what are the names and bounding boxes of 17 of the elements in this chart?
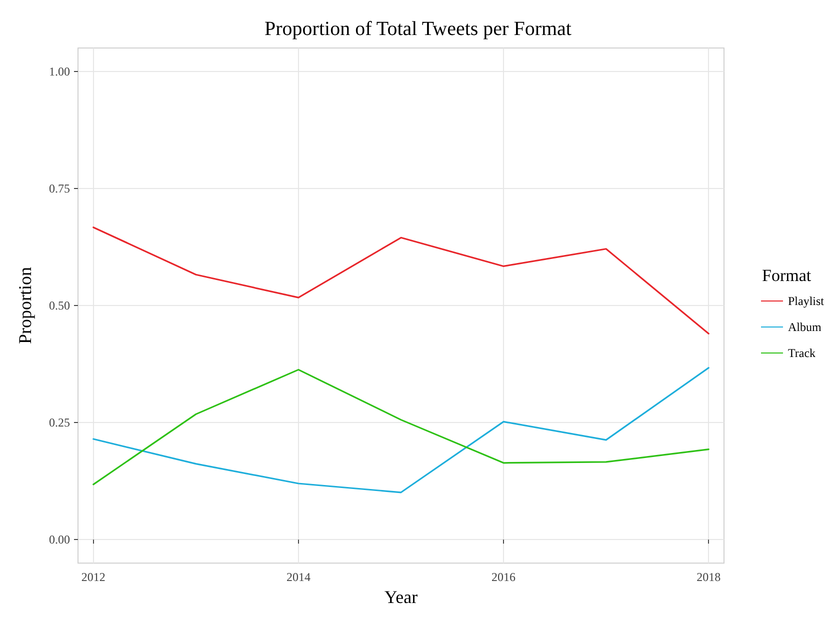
x-tick-label: 2012 xyxy=(81,570,106,584)
legend-label: Playlist xyxy=(788,294,825,308)
legend-label: Album xyxy=(788,320,822,334)
line-series xyxy=(92,226,710,334)
x-tick-label: 2014 xyxy=(286,570,310,584)
y-tick-label: 0.75 xyxy=(49,181,70,196)
legend-label: Track xyxy=(788,346,816,360)
y-tick-label: 0.25 xyxy=(49,416,70,430)
y-axis-title: Proportion xyxy=(15,267,35,344)
chart-title: Proportion of Total Tweets per Format xyxy=(264,18,572,40)
y-tick-label: 0.00 xyxy=(49,532,70,547)
x-tick-label: 2018 xyxy=(696,570,721,584)
legend-title: Format xyxy=(762,266,812,285)
x-axis-title: Year xyxy=(384,587,418,607)
x-tick-label: 2016 xyxy=(492,570,516,584)
y-tick-label: 0.50 xyxy=(49,298,70,313)
y-tick-label: 1.00 xyxy=(49,64,70,78)
